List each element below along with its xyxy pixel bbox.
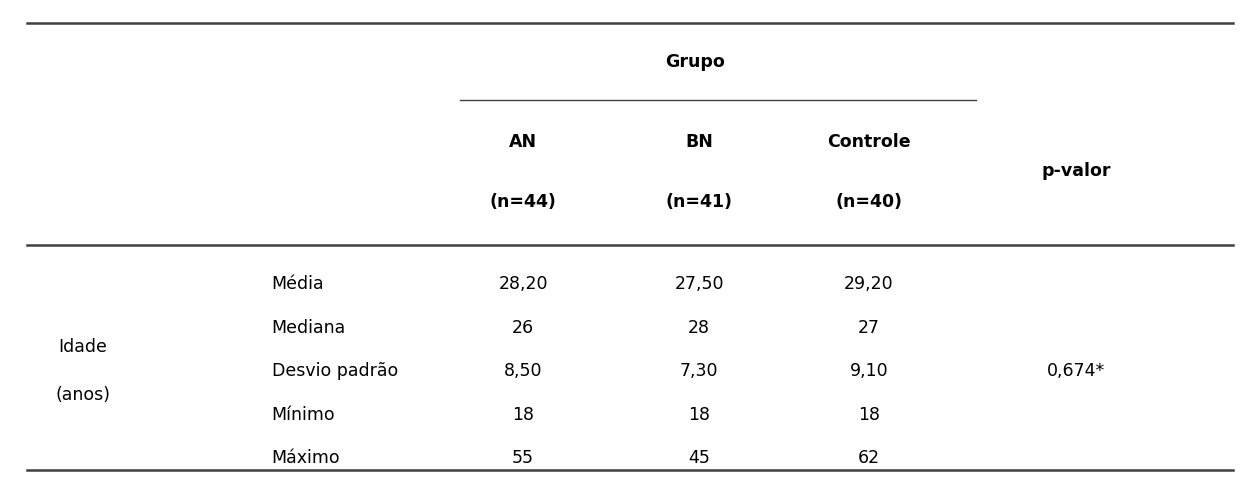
Text: 29,20: 29,20 (844, 275, 893, 293)
Text: p-valor: p-valor (1042, 161, 1111, 179)
Text: 28: 28 (688, 318, 711, 337)
Text: Máximo: Máximo (272, 449, 340, 467)
Text: 7,30: 7,30 (680, 362, 718, 380)
Text: Grupo: Grupo (665, 53, 726, 71)
Text: 18: 18 (858, 405, 879, 423)
Text: (n=44): (n=44) (490, 193, 557, 211)
Text: (n=41): (n=41) (665, 193, 732, 211)
Text: 26: 26 (512, 318, 534, 337)
Text: BN: BN (685, 133, 713, 151)
Text: 45: 45 (688, 449, 711, 467)
Text: 8,50: 8,50 (504, 362, 542, 380)
Text: 27,50: 27,50 (674, 275, 724, 293)
Text: Mínimo: Mínimo (272, 405, 335, 423)
Text: 62: 62 (858, 449, 879, 467)
Text: 28,20: 28,20 (499, 275, 548, 293)
Text: Mediana: Mediana (272, 318, 347, 337)
Text: 27: 27 (858, 318, 879, 337)
Text: 9,10: 9,10 (849, 362, 888, 380)
Text: 18: 18 (688, 405, 711, 423)
Text: Média: Média (272, 275, 324, 293)
Text: (n=40): (n=40) (835, 193, 902, 211)
Text: Desvio padrão: Desvio padrão (272, 362, 398, 380)
Text: (anos): (anos) (55, 386, 111, 404)
Text: 55: 55 (512, 449, 534, 467)
Text: AN: AN (509, 133, 537, 151)
Text: Idade: Idade (59, 338, 107, 356)
Text: Controle: Controle (827, 133, 911, 151)
Text: 0,674*: 0,674* (1047, 362, 1105, 380)
Text: 18: 18 (512, 405, 534, 423)
